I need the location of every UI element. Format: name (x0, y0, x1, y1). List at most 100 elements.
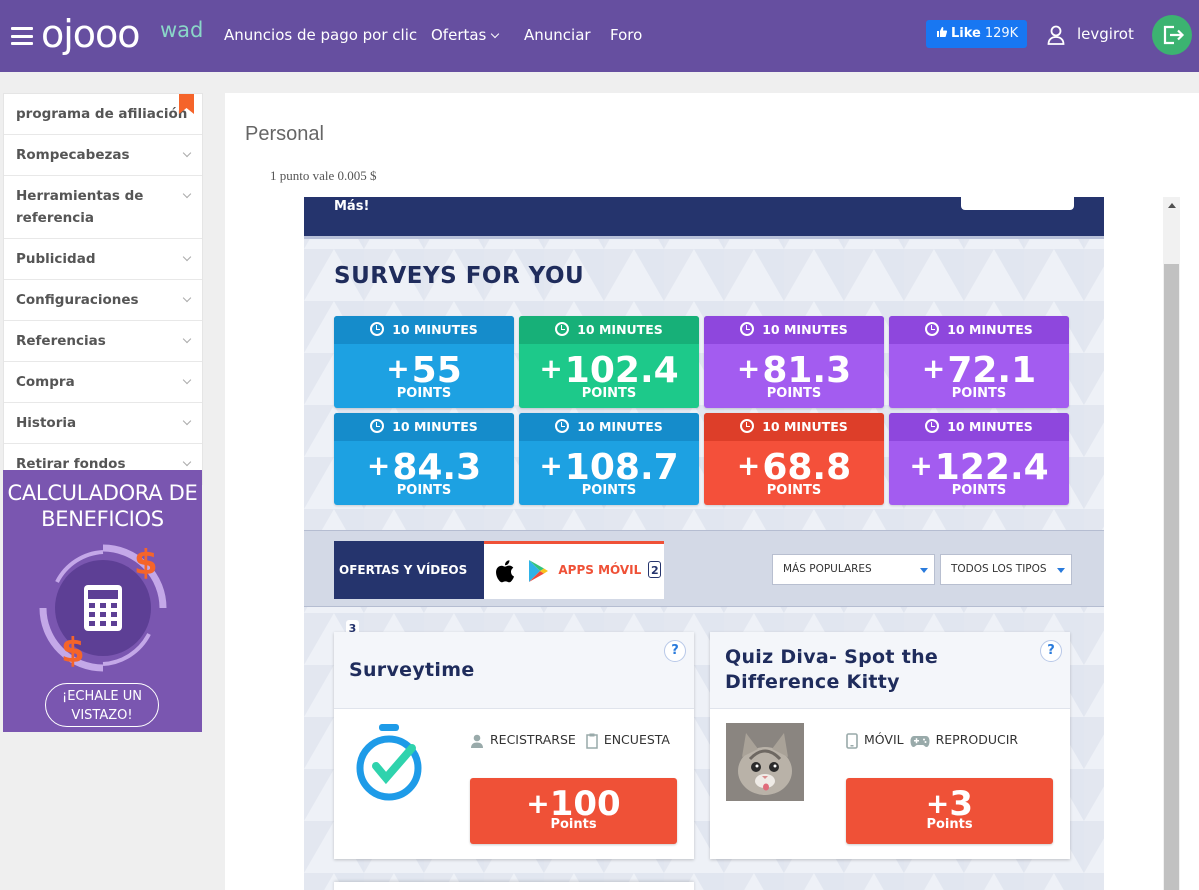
menu-icon[interactable] (11, 27, 33, 45)
chevron-down-icon (182, 252, 192, 262)
scrollbar-thumb[interactable] (1164, 264, 1179, 890)
points-unit: POINTS (396, 483, 452, 498)
duration-label: 10 MINUTES (577, 419, 663, 434)
chevron-down-icon (182, 334, 192, 344)
logo[interactable]: ojooo (41, 12, 141, 56)
frame-scrollbar[interactable] (1163, 197, 1180, 890)
type-select[interactable]: TODOS LOS TIPOS (940, 554, 1072, 585)
clock-icon (555, 419, 570, 433)
points-value: 84.3 (392, 447, 482, 488)
points-value: 102.4 (564, 350, 679, 391)
reward-points: +100 (526, 784, 621, 824)
next-offer-card-partial[interactable] (334, 882, 694, 890)
survey-card[interactable]: 10 MINUTES +84.3 POINTS (334, 413, 514, 505)
survey-card[interactable]: 10 MINUTES +55 POINTS (334, 316, 514, 408)
sidebar-item-history[interactable]: Historia (4, 403, 202, 444)
sidebar-item-label: Historia (16, 415, 77, 431)
sidebar-menu: programa de afiliación Rompecabezas Herr… (3, 93, 203, 485)
survey-points: +81.3 (736, 350, 852, 391)
sidebar-item-referral-tools[interactable]: Herramientas de referencia (4, 176, 202, 239)
header-account-box[interactable] (961, 197, 1074, 210)
svg-text:$: $ (61, 631, 85, 671)
tab-offers-videos[interactable]: OFERTAS Y VÍDEOS3 (334, 541, 484, 637)
sidebar-item-puzzles[interactable]: Rompecabezas (4, 135, 202, 176)
survey-card[interactable]: 10 MINUTES +108.7 POINTS (519, 413, 699, 505)
kitten-image (726, 723, 804, 801)
caret-down-icon (1057, 568, 1065, 573)
points-unit: POINTS (581, 483, 637, 498)
sidebar-item-purchase[interactable]: Compra (4, 362, 202, 403)
points-value: 72.1 (947, 350, 1037, 391)
tab-label: APPS MÓVIL (558, 563, 642, 577)
points-value: 108.7 (564, 447, 679, 488)
stopwatch-check-icon (356, 724, 422, 801)
offerwall-header-text: Más! (334, 197, 369, 215)
points-value: 55 (411, 350, 462, 391)
sort-select[interactable]: MÁS POPULARES (772, 554, 935, 585)
chevron-down-icon (491, 29, 500, 39)
points-unit: POINTS (396, 386, 452, 401)
calculator-icon: $ $ (39, 543, 167, 672)
survey-card[interactable]: 10 MINUTES +68.8 POINTS (704, 413, 884, 505)
points-value: 81.3 (762, 350, 852, 391)
user-icon[interactable] (1047, 25, 1065, 45)
thumbs-up-icon (937, 27, 948, 37)
offerwall-frame[interactable]: Más! SURVEYS FOR YOU 10 MINUTES +55 POINTS… (304, 197, 1104, 890)
sidebar-item-advertising[interactable]: Publicidad (4, 239, 202, 280)
clock-icon (370, 419, 385, 433)
reward-button[interactable]: +100 Points (470, 778, 677, 844)
username[interactable]: levgirot (1077, 25, 1134, 43)
tab-mobile-apps[interactable]: APPS MÓVIL 2 (484, 541, 664, 599)
profit-calculator-banner[interactable]: CALCULADORA DE BENEFICIOS $ $ ¡ECHALE UN… (3, 470, 202, 732)
reward-value: 100 (549, 784, 621, 824)
offer-card-header: Quiz Diva- Spot the Difference Kitty ? (710, 632, 1070, 709)
duration-label: 10 MINUTES (392, 322, 478, 337)
caret-down-icon (920, 568, 928, 573)
sidebar-item-affiliate[interactable]: programa de afiliación (4, 94, 202, 135)
svg-text:$: $ (134, 543, 158, 583)
survey-points: +122.4 (909, 447, 1049, 488)
offer-card-quiz-diva[interactable]: Quiz Diva- Spot the Difference Kitty ? M… (710, 632, 1070, 859)
duration-label: 10 MINUTES (762, 322, 848, 337)
nav-advertise[interactable]: Anunciar (524, 26, 591, 44)
survey-card[interactable]: 10 MINUTES +122.4 POINTS (889, 413, 1069, 505)
top-navigation-bar: ojooo wad Anuncios de pago por clic Ofer… (0, 0, 1199, 72)
bookmark-icon (179, 94, 194, 114)
sidebar-item-referrals[interactable]: Referencias (4, 321, 202, 362)
survey-card[interactable]: 10 MINUTES +81.3 POINTS (704, 316, 884, 408)
nav-offers[interactable]: Ofertas (431, 26, 500, 44)
sidebar-item-label: Configuraciones (16, 292, 139, 308)
sidebar-item-withdraw[interactable]: Retirar fondos (4, 444, 202, 484)
offer-card-surveytime[interactable]: Surveytime ? RECISTRARSE ENCUESTA +100 P… (334, 632, 694, 859)
offer-title: Quiz Diva- Spot the Difference Kitty (725, 646, 939, 693)
logout-button[interactable] (1152, 15, 1192, 55)
help-icon[interactable]: ? (664, 640, 686, 662)
offer-tags: MÓVIL REPRODUCIR (846, 732, 1018, 749)
main-panel: Personal 1 punto vale 0.005 $ Más! SURVE… (225, 93, 1199, 890)
offer-card-header: Surveytime ? (334, 632, 694, 709)
facebook-like-button[interactable]: Like 129K (926, 20, 1027, 48)
survey-card[interactable]: 10 MINUTES +102.4 POINTS (519, 316, 699, 408)
nav-forum[interactable]: Foro (610, 26, 643, 44)
duration-label: 10 MINUTES (947, 419, 1033, 434)
survey-points: +102.4 (539, 350, 679, 391)
reward-button[interactable]: +3 Points (846, 778, 1053, 844)
mobile-phone-icon (846, 732, 858, 749)
clock-icon (925, 419, 940, 433)
nav-ptc-ads[interactable]: Anuncios de pago por clic (224, 26, 418, 44)
points-unit: POINTS (766, 386, 822, 401)
duration-label: 10 MINUTES (762, 419, 848, 434)
scroll-up-arrow-icon[interactable] (1168, 203, 1176, 208)
tag-register: RECISTRARSE (490, 732, 576, 747)
apple-icon (496, 559, 514, 582)
chevron-down-icon (182, 457, 192, 467)
sidebar-item-settings[interactable]: Configuraciones (4, 280, 202, 321)
offer-tags: RECISTRARSE ENCUESTA (470, 732, 670, 749)
survey-card[interactable]: 10 MINUTES +72.1 POINTS (889, 316, 1069, 408)
calculator-check-button[interactable]: ¡ECHALE UN VISTAZO! (45, 683, 159, 727)
like-label: Like (951, 26, 981, 41)
point-value-note: 1 punto vale 0.005 $ (270, 168, 377, 183)
survey-points: +68.8 (736, 447, 852, 488)
reward-value: 3 (949, 784, 974, 824)
help-icon[interactable]: ? (1040, 640, 1062, 662)
